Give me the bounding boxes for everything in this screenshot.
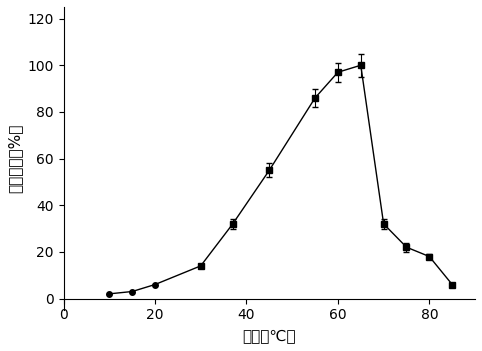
Y-axis label: 相对酶活（%）: 相对酶活（%）	[7, 124, 22, 193]
X-axis label: 温度（℃）: 温度（℃）	[242, 328, 296, 343]
